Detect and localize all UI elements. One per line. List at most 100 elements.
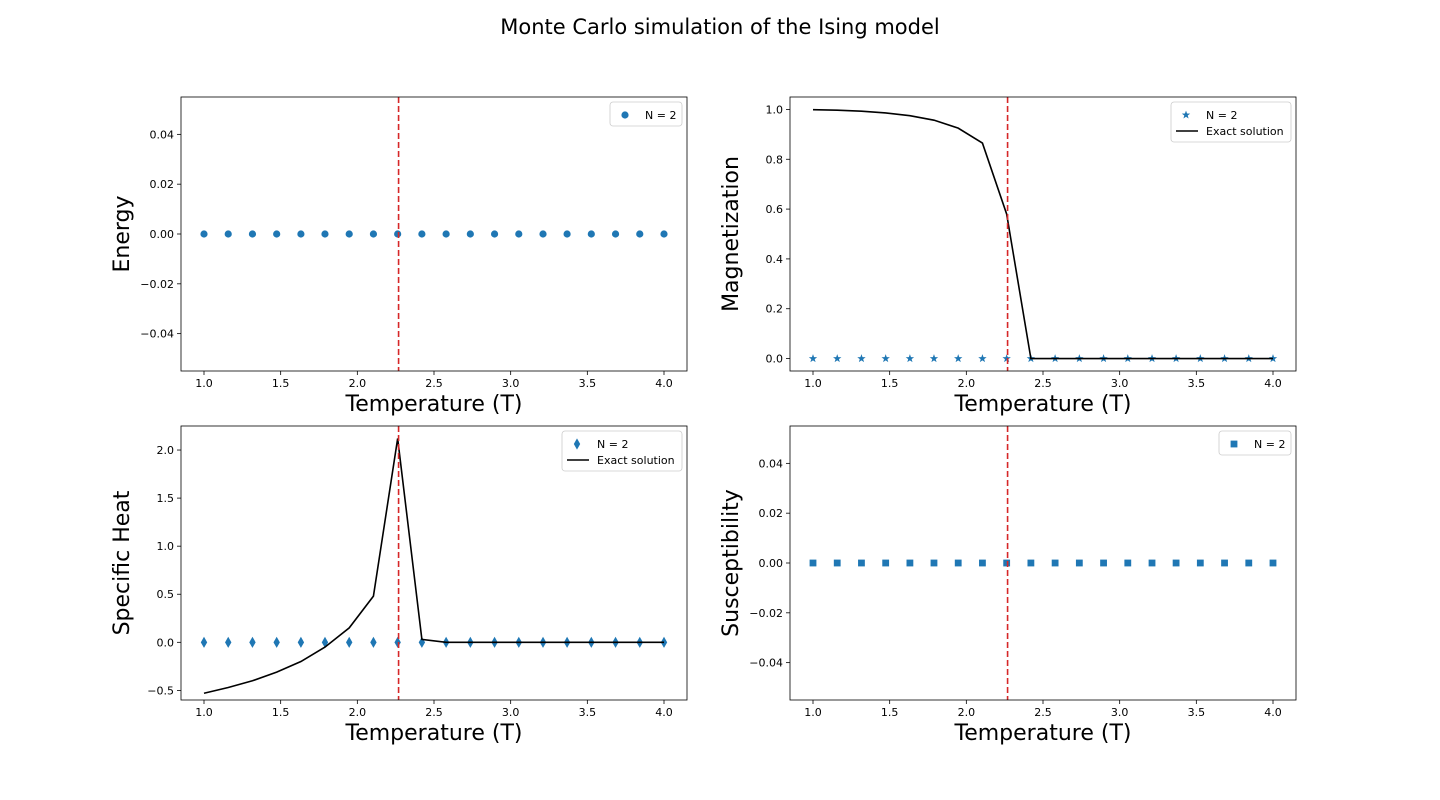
data-point xyxy=(249,636,256,648)
data-point xyxy=(418,230,426,238)
legend-box xyxy=(609,101,683,127)
axes-frame xyxy=(180,425,688,701)
plot-area xyxy=(809,559,1277,567)
x-tick-label: 2.5 xyxy=(1034,706,1052,719)
data-point xyxy=(1221,559,1228,567)
x-tick-label: 2.5 xyxy=(1034,377,1052,390)
data-point xyxy=(273,230,281,238)
data-point xyxy=(930,559,938,567)
x-tick-label: 3.5 xyxy=(1188,377,1206,390)
y-tick-label: 0.6 xyxy=(766,203,784,216)
y-tick-label: 0.00 xyxy=(150,228,175,241)
data-point xyxy=(466,230,474,238)
y-tick-label: −0.02 xyxy=(749,607,783,620)
x-tick-label: 3.5 xyxy=(579,377,597,390)
data-point xyxy=(297,636,305,648)
x-tick-label: 3.0 xyxy=(1111,377,1129,390)
legend-label: N = 2 xyxy=(645,109,676,122)
y-tick-label: 0.5 xyxy=(157,588,175,601)
legend-box xyxy=(1218,430,1292,456)
data-point xyxy=(906,559,914,567)
axes-frame xyxy=(789,425,1297,701)
data-point xyxy=(273,636,280,648)
axes-frame xyxy=(789,96,1297,372)
y-tick-label: −0.5 xyxy=(147,684,174,697)
subplot-2: 1.0 1.5 2.0 2.5 3.0 3.5 4.0 0.0 0.2 0.4 0.6 0.8 1.0 T… xyxy=(719,96,1297,417)
data-point xyxy=(808,354,818,363)
x-axis-label: Temperature (T) xyxy=(345,721,523,746)
data-point xyxy=(636,230,644,238)
legend-label: N = 2 xyxy=(597,438,628,451)
subplot-3: 1.0 1.5 2.0 2.5 3.0 3.5 4.0 −0.5 0.0 0.5 1.0 1.5 2.0… xyxy=(110,425,688,746)
data-point xyxy=(369,230,378,238)
x-tick-label: 3.0 xyxy=(502,377,520,390)
legend: N = 2 xyxy=(609,101,683,127)
series-1 xyxy=(200,230,668,238)
y-axis-label: Susceptibility xyxy=(719,489,744,637)
y-tick-label: 2.0 xyxy=(157,444,175,457)
subplot-4: 1.0 1.5 2.0 2.5 3.0 3.5 4.0 −0.04 −0.02 0.00 0.02 0… xyxy=(719,425,1297,746)
legend-box xyxy=(561,430,683,472)
y-tick-label: 0.2 xyxy=(766,303,784,316)
data-point xyxy=(1124,559,1132,567)
legend-label: N = 2 xyxy=(1206,109,1237,122)
x-tick-label: 3.5 xyxy=(579,706,597,719)
x-tick-label: 4.0 xyxy=(1264,706,1282,719)
x-tick-label: 1.5 xyxy=(881,706,899,719)
y-tick-label: 0.04 xyxy=(150,128,175,141)
legend: N = 2 Exact solution xyxy=(561,430,683,472)
x-axis-label: Temperature (T) xyxy=(954,392,1132,417)
data-point xyxy=(1003,559,1011,567)
legend: N = 2 xyxy=(1218,430,1292,456)
y-axis-label: Energy xyxy=(110,195,135,272)
data-point xyxy=(611,230,620,238)
x-tick-label: 4.0 xyxy=(655,377,673,390)
legend-marker-swatch xyxy=(621,111,629,119)
x-tick-label: 4.0 xyxy=(1264,377,1282,390)
data-point xyxy=(954,354,963,363)
x-tick-label: 2.0 xyxy=(349,377,367,390)
x-tick-label: 1.5 xyxy=(272,706,290,719)
legend-box xyxy=(1170,101,1292,143)
y-tick-label: 0.02 xyxy=(150,178,175,191)
exact-solution-line xyxy=(812,108,1273,360)
data-point xyxy=(297,230,305,238)
x-tick-label: 1.0 xyxy=(804,377,822,390)
plot-area xyxy=(200,230,668,238)
axes-frame xyxy=(180,96,688,372)
subplot-grid: 1.0 1.5 2.0 2.5 3.0 3.5 4.0 −0.04 −0.02 0.00 0.02 0… xyxy=(110,96,1297,746)
data-point xyxy=(978,354,987,363)
legend-marker-swatch xyxy=(1181,110,1191,119)
x-tick-label: 3.0 xyxy=(1111,706,1129,719)
x-tick-label: 1.5 xyxy=(272,377,290,390)
data-point xyxy=(833,559,841,567)
legend-label: N = 2 xyxy=(1254,438,1285,451)
data-point xyxy=(225,636,232,648)
x-tick-label: 4.0 xyxy=(655,706,673,719)
legend-marker-swatch xyxy=(573,438,581,450)
legend-label: Exact solution xyxy=(597,454,675,467)
y-tick-label: 0.0 xyxy=(157,636,175,649)
data-point xyxy=(929,354,939,363)
y-tick-label: −0.02 xyxy=(140,278,174,291)
data-point xyxy=(1027,559,1035,567)
y-tick-label: 0.0 xyxy=(766,353,784,366)
x-tick-label: 1.0 xyxy=(195,377,213,390)
data-point xyxy=(979,559,986,567)
y-tick-label: 1.5 xyxy=(157,492,175,505)
data-point xyxy=(858,559,865,567)
data-point xyxy=(345,230,353,238)
data-point xyxy=(224,230,232,238)
data-point xyxy=(515,230,523,238)
x-axis-label: Temperature (T) xyxy=(345,392,523,417)
legend-marker-swatch xyxy=(1230,440,1238,448)
legend: N = 2 Exact solution xyxy=(1170,101,1292,143)
data-point xyxy=(882,559,890,567)
y-tick-label: 0.02 xyxy=(759,507,784,520)
data-point xyxy=(1172,559,1180,567)
data-point xyxy=(394,636,401,648)
series-1 xyxy=(809,559,1277,567)
data-point xyxy=(200,636,208,648)
data-point xyxy=(587,230,595,238)
